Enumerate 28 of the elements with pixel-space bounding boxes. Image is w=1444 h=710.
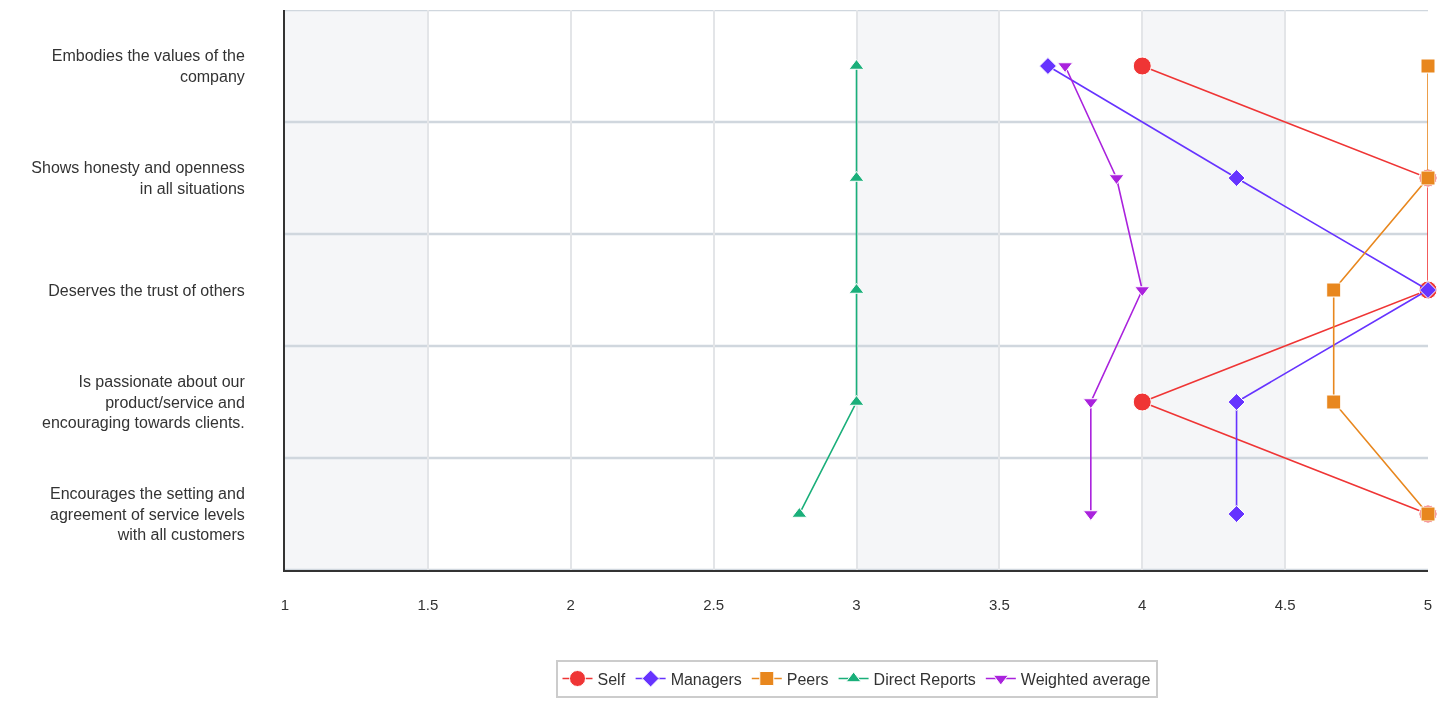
y-tick-label: Embodies the values of the company xyxy=(51,47,245,85)
x-tick-label: 3.5 xyxy=(988,596,1010,613)
point xyxy=(1227,393,1246,411)
point xyxy=(1039,57,1057,75)
y-tick-label: Is passionate about our product/service and encouraging towards clients. xyxy=(42,372,246,432)
x-tick-label: 5 xyxy=(1423,596,1433,613)
x-tick-label: 1 xyxy=(280,596,290,613)
legend-label: Managers xyxy=(670,670,742,688)
x-tick-label: 4 xyxy=(1138,596,1147,613)
legend-label: Peers xyxy=(786,670,829,688)
x-tick-label: 2.5 xyxy=(703,596,725,613)
x-tick-label: 3 xyxy=(852,596,861,613)
x-tick-label: 2 xyxy=(566,596,575,613)
point xyxy=(1132,392,1152,412)
point xyxy=(1227,505,1246,523)
x-tick-label: 1.5 xyxy=(417,596,439,613)
point xyxy=(1132,56,1152,76)
point xyxy=(1326,282,1342,298)
legend-label: Weighted average xyxy=(1020,670,1151,688)
y-tick-label: Deserves the trust of others xyxy=(48,281,245,299)
y-tick-label: Shows honesty and openness in all situations xyxy=(31,159,245,197)
y-tick-label: Encourages the setting and agreement of service levels with all customers xyxy=(49,484,245,544)
x-tick-label: 4.5 xyxy=(1274,596,1296,613)
legend-label: Direct Reports xyxy=(873,670,976,688)
point xyxy=(1420,58,1436,74)
point xyxy=(1227,169,1246,187)
point xyxy=(1326,394,1342,410)
legend-label: Self xyxy=(597,670,626,688)
